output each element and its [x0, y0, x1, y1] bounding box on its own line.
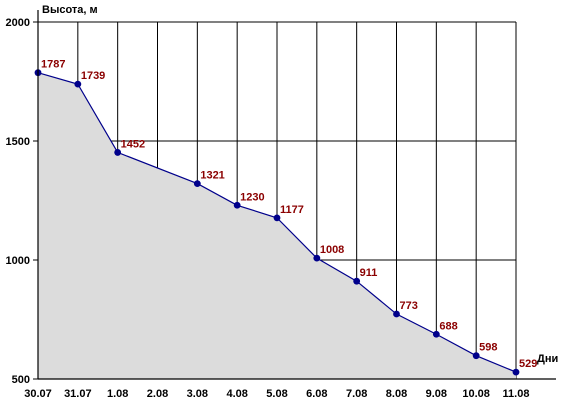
axes	[33, 10, 556, 380]
x-tick-labels: 30.07 31.07 1.08 2.08 3.08 4.08 5.08 6.08 7.08 8.…	[24, 388, 529, 400]
data-label: 1452	[121, 138, 145, 150]
x-tick-label: 31.07	[64, 388, 92, 400]
data-point	[74, 80, 82, 88]
data-label: 598	[479, 342, 497, 354]
area-fill	[38, 72, 516, 379]
data-markers	[34, 69, 520, 376]
y-tick-labels: 500 1000 1500 2000	[6, 17, 30, 386]
data-label: 1739	[81, 70, 105, 82]
x-tick-label: 10.08	[462, 388, 490, 400]
data-label: 1321	[200, 170, 224, 182]
data-point	[353, 277, 361, 285]
x-tick-label: 30.07	[24, 388, 52, 400]
x-tick-label: 9.08	[426, 388, 447, 400]
data-point	[313, 254, 321, 262]
data-label: 911	[360, 267, 378, 279]
data-point	[233, 201, 241, 209]
x-tick-label: 5.08	[266, 388, 287, 400]
x-tick-label: 7.08	[346, 388, 367, 400]
x-axis-title: Дни	[537, 353, 558, 365]
y-axis-title: Высота, м	[42, 4, 98, 16]
data-point	[393, 310, 400, 318]
data-point	[114, 149, 122, 156]
data-labels: 1787 1739 1452 1321 1230 1177 1008 911 773 688 598…	[41, 59, 537, 370]
series-line	[37, 72, 517, 373]
y-tick-label: 2000	[6, 17, 30, 29]
data-label: 1787	[41, 59, 65, 71]
y-tick-label: 1000	[6, 255, 30, 267]
data-point	[273, 214, 281, 222]
x-tick-label: 2.08	[147, 388, 168, 400]
data-label: 529	[519, 358, 537, 370]
data-point	[432, 330, 440, 338]
data-label: 773	[400, 300, 418, 312]
data-label: 1008	[320, 244, 344, 256]
data-point	[472, 352, 480, 360]
x-tick-label: 11.08	[503, 388, 530, 400]
x-tick-label: 8.08	[386, 388, 407, 400]
data-label: 1230	[240, 191, 264, 203]
x-tick-label: 6.08	[306, 388, 327, 400]
y-tick-label: 500	[12, 374, 30, 386]
x-tick-label: 4.08	[226, 388, 247, 400]
data-label: 1177	[280, 204, 304, 216]
data-label: 688	[439, 320, 457, 332]
data-point	[512, 368, 520, 376]
x-tick-label: 1.08	[107, 388, 128, 400]
data-point	[193, 180, 201, 188]
x-tick-label: 3.08	[187, 388, 208, 400]
y-tick-label: 1500	[6, 136, 30, 148]
